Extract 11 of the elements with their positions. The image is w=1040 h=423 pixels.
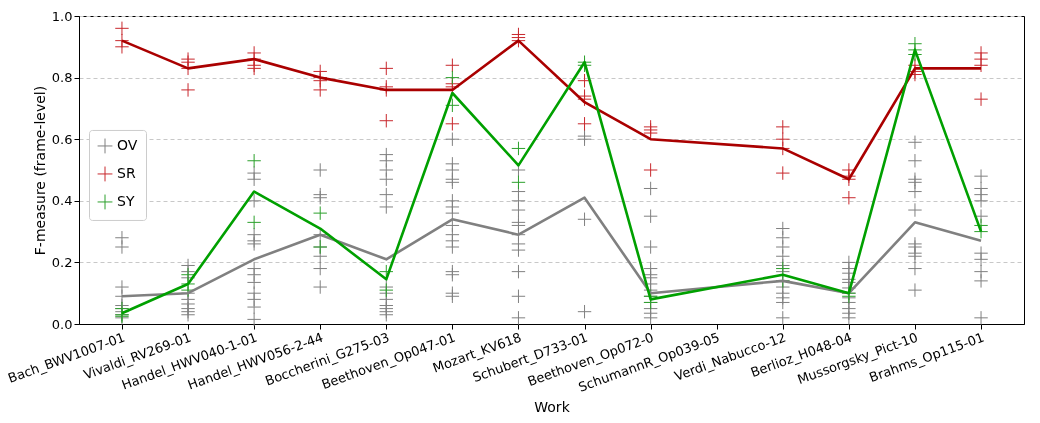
- y-tick-label: 0.2: [51, 254, 73, 270]
- y-tick-label: 0.8: [51, 70, 73, 86]
- y-tick-label: 0.0: [51, 316, 73, 332]
- legend-label: SR: [117, 164, 136, 181]
- y-axis-title: F-measure (frame-level): [31, 85, 48, 256]
- y-tick-label: 0.6: [51, 131, 73, 147]
- x-axis-title: Work: [534, 398, 571, 415]
- y-tick-label: 1.0: [51, 8, 73, 24]
- y-tick-label: 0.4: [51, 193, 73, 209]
- legend-label: OV: [117, 136, 138, 153]
- legend-label: SY: [117, 192, 135, 209]
